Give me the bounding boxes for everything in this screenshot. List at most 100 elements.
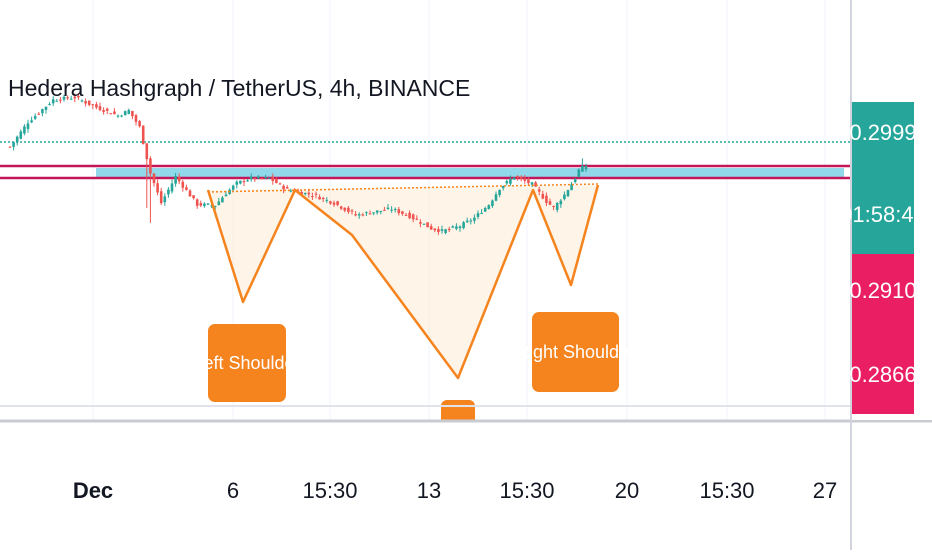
candle: [159, 187, 163, 205]
candle: [26, 119, 30, 133]
candle: [141, 125, 145, 145]
candle: [465, 217, 469, 223]
x-tick-label: 6: [227, 478, 239, 503]
candle: [181, 179, 185, 192]
candle: [152, 173, 156, 187]
candle: [494, 191, 498, 202]
candle: [357, 212, 361, 219]
price-label: 01:58:46: [840, 154, 926, 254]
candle: [249, 173, 253, 182]
candle: [411, 213, 415, 223]
candle: [404, 212, 408, 217]
candle: [163, 193, 167, 206]
candle: [469, 218, 473, 225]
candle: [570, 181, 573, 191]
candle: [131, 110, 134, 120]
candle: [127, 108, 131, 115]
candle: [120, 114, 123, 118]
candle: [84, 98, 87, 107]
price-label-text: 01:58:46: [840, 202, 926, 227]
candle: [458, 225, 462, 232]
candle: [62, 95, 66, 102]
candle: [134, 113, 138, 126]
candle: [365, 211, 368, 217]
x-tick-label: 15:30: [499, 478, 554, 503]
candle: [393, 207, 397, 213]
candle: [242, 178, 246, 186]
candle: [275, 177, 278, 184]
candle: [235, 180, 239, 189]
x-tick-label: 13: [417, 478, 441, 503]
candle: [167, 187, 170, 198]
candle: [156, 179, 159, 196]
candle: [329, 200, 332, 205]
candle: [390, 206, 393, 213]
resistance-band: [96, 168, 844, 177]
candle: [12, 141, 15, 151]
candle: [199, 200, 203, 208]
candle: [285, 184, 289, 189]
candle: [491, 199, 494, 208]
candle: [555, 202, 559, 213]
candle: [98, 102, 102, 112]
chart-title: Hedera Hashgraph / TetherUS, 4h, BINANCE: [8, 75, 470, 101]
candle: [314, 191, 318, 199]
candle: [408, 210, 411, 220]
candle: [278, 182, 282, 185]
candle: [581, 158, 584, 172]
candle: [397, 206, 401, 216]
candle: [23, 124, 26, 136]
candle: [480, 209, 483, 215]
candle: [350, 209, 354, 215]
candle: [509, 175, 512, 186]
candle: [519, 175, 523, 182]
neckline: [207, 183, 599, 193]
candle: [87, 100, 91, 107]
candle: [264, 174, 267, 180]
candle: [102, 107, 105, 115]
candle: [379, 210, 383, 215]
candle: [48, 102, 51, 106]
candle: [257, 175, 260, 180]
candle: [80, 99, 84, 103]
price-label-text: 0.2866: [849, 362, 916, 387]
candle: [91, 103, 95, 110]
candle: [354, 211, 357, 217]
candle: [185, 184, 188, 191]
candle: [473, 214, 476, 224]
pattern-fill: [208, 185, 598, 378]
candle: [347, 206, 350, 214]
candle: [19, 129, 23, 140]
candle: [170, 179, 174, 194]
candle: [573, 177, 577, 184]
left-shoulder-callout: Left Shoulder: [193, 324, 301, 402]
candle: [336, 200, 339, 207]
candle: [375, 210, 379, 215]
price-label: 0.2866: [849, 328, 917, 414]
price-label-text: 0.2910: [849, 278, 916, 303]
candle: [303, 192, 307, 196]
candle: [548, 198, 552, 206]
candle: [33, 113, 37, 120]
candle: [116, 114, 120, 118]
candle: [217, 197, 221, 206]
candle: [343, 207, 347, 213]
candle: [77, 93, 80, 100]
candle: [246, 179, 249, 182]
x-tick-label: Dec: [73, 478, 113, 503]
candle: [455, 223, 458, 231]
candle: [422, 223, 426, 225]
candle: [15, 135, 19, 146]
x-tick-label: 27: [813, 478, 837, 503]
candle: [534, 181, 537, 187]
candle: [584, 163, 588, 172]
candle: [8, 146, 12, 148]
candle: [415, 215, 419, 221]
candle: [527, 176, 530, 186]
price-label-text: 0.2999: [849, 120, 916, 145]
x-tick-label: 15:30: [302, 478, 357, 503]
candle: [145, 143, 149, 208]
candle: [437, 226, 440, 235]
